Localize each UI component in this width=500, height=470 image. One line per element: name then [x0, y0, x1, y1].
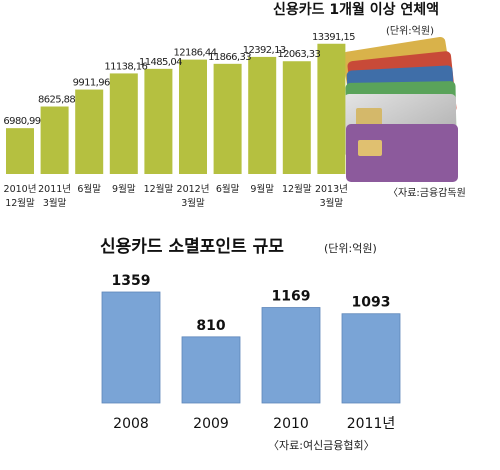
chart1-category-label: 3월말: [320, 197, 344, 209]
chart1-category-label: 3월말: [181, 197, 205, 209]
chart1-category-label: 12월말: [5, 197, 35, 209]
chart1-category-label: 6월말: [77, 183, 101, 195]
chart1-unit: (단위:억원): [386, 24, 434, 37]
chart1-value-label: 13391,15: [312, 32, 355, 43]
chart1-category-label: 2012년: [177, 184, 210, 195]
chart1-bar: [6, 128, 34, 174]
chart2-title: 신용카드 소멸포인트 규모: [100, 237, 284, 257]
chart2-value-labels: 1359 810 1169 1093: [112, 273, 391, 334]
credit-card-stack-illustration: [342, 36, 458, 182]
chart1-source: 〈자료:금융감독원: [388, 187, 466, 199]
chart2-category-label: 2010: [273, 416, 309, 432]
chart1-bar: [213, 63, 242, 175]
chart2-value-label: 810: [196, 318, 225, 334]
chart1-category-label: 2011년: [38, 184, 71, 195]
chart1-bar: [109, 73, 138, 174]
chart1-value-label: 12392,13: [243, 45, 286, 56]
chart1-value-label: 8625,88: [38, 95, 75, 106]
chart2-bar: [101, 291, 161, 404]
chart1-bars: [6, 43, 346, 175]
chart1-value-label: 11485,04: [139, 57, 182, 68]
chart1-category-label: 12월말: [282, 183, 312, 195]
chart1-category-label: 12월말: [144, 183, 174, 195]
chart2-bar: [341, 313, 401, 404]
chart1-value-label: 11866,33: [208, 52, 251, 63]
chart1-bar: [144, 68, 173, 174]
chart1-bar: [40, 106, 69, 174]
chart1-bar: [282, 61, 311, 174]
chart1-value-label: 12063,33: [277, 49, 320, 60]
chart-overdue: 신용카드 1개월 이상 연체액 (단위:억원) 6980,99 8625,88 99…: [3, 1, 465, 209]
chart1-bar: [75, 89, 104, 174]
chart1-category-label: 9월말: [112, 183, 136, 195]
chart2-bar: [181, 336, 241, 404]
chart2-source: 〈자료:여신금융협회〉: [268, 439, 375, 452]
chart1-category-label: 3월말: [43, 197, 67, 209]
chart2-category-label: 2011년: [347, 416, 396, 432]
chart1-value-label: 12186,44: [174, 48, 217, 59]
chart1-bar: [317, 43, 346, 175]
chart2-bars: [101, 291, 401, 404]
chart2-unit: (단위:억원): [324, 242, 377, 255]
chart2-value-label: 1169: [272, 289, 311, 305]
chart1-value-labels: 6980,99 8625,88 9911,96 11138,1611485,04121…: [3, 32, 355, 127]
chart1-category-label: 9월말: [250, 183, 274, 195]
chart1-value-label: 6980,99: [3, 116, 40, 127]
chart1-value-label: 11138,16: [104, 61, 147, 72]
chart2-category-label: 2008: [113, 416, 149, 432]
chart1-category-label: 2010년: [4, 184, 37, 195]
chart2-category-label: 2009: [193, 416, 229, 432]
chart2-value-label: 1093: [352, 295, 391, 311]
chart1-category-label: 2013년: [315, 184, 348, 195]
chart1-value-label: 9911,96: [73, 78, 110, 89]
chart1-bar: [248, 56, 277, 175]
chart-points: 신용카드 소멸포인트 규모 (단위:억원) 1359 810 1169 1093 20…: [100, 237, 401, 452]
chart2-bar: [261, 307, 321, 404]
chart2-category-labels: 2008 2009 2010 2011년: [113, 416, 395, 432]
chart1-title: 신용카드 1개월 이상 연체액: [273, 1, 439, 18]
chart1-bar: [179, 59, 207, 174]
chart1-category-label: 6월말: [216, 183, 240, 195]
chart2-value-label: 1359: [112, 273, 151, 289]
